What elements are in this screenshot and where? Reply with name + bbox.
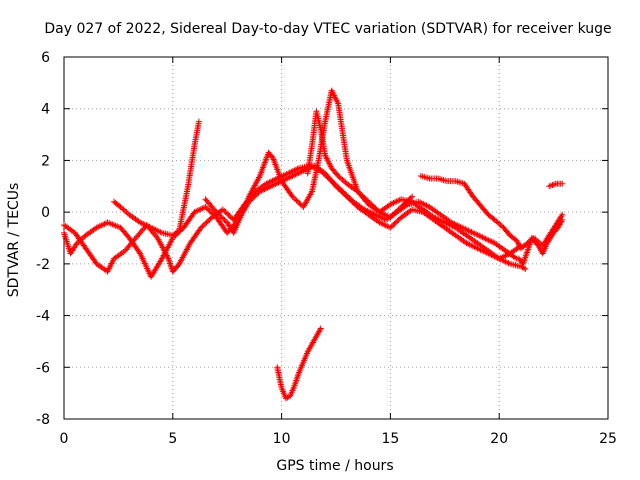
y-tick-label: 4 — [41, 102, 50, 118]
y-tick-label: 6 — [41, 50, 50, 66]
x-tick-label: 15 — [381, 431, 399, 447]
chart-title: Day 027 of 2022, Sidereal Day-to-day VTE… — [44, 21, 611, 37]
plus-markers — [546, 180, 566, 190]
x-tick-label: 10 — [273, 431, 291, 447]
plus-markers — [274, 325, 324, 402]
series-track-h — [274, 325, 324, 402]
plus-markers — [111, 118, 202, 239]
x-tick-label: 20 — [490, 431, 508, 447]
y-tick-label: 2 — [41, 153, 50, 169]
y-tick-label: -4 — [36, 309, 50, 325]
x-tick-label: 25 — [599, 431, 617, 447]
y-tick-label: -6 — [36, 360, 50, 376]
series-track-g — [546, 180, 566, 190]
plot-frame — [63, 56, 609, 420]
plus-markers — [304, 108, 529, 273]
y-tick-label: -2 — [36, 257, 50, 273]
x-tick-label: 0 — [60, 431, 69, 447]
plus-markers — [515, 216, 566, 267]
x-tick-label: 5 — [168, 431, 177, 447]
series-track-e — [304, 108, 529, 273]
axis-ticks: 0 5 10 15 20 25 -8 -6 -4 -2 0 2 4 6 — [36, 50, 617, 447]
y-tick-label: -8 — [36, 412, 50, 428]
x-axis-label: GPS time / hours — [276, 458, 393, 474]
y-axis-label: SDTVAR / TECUs — [6, 183, 22, 298]
series-track-c — [111, 118, 202, 239]
data-markers — [61, 87, 566, 402]
y-tick-label: 0 — [41, 205, 50, 221]
grid — [64, 57, 608, 419]
series-track-i — [515, 216, 566, 267]
